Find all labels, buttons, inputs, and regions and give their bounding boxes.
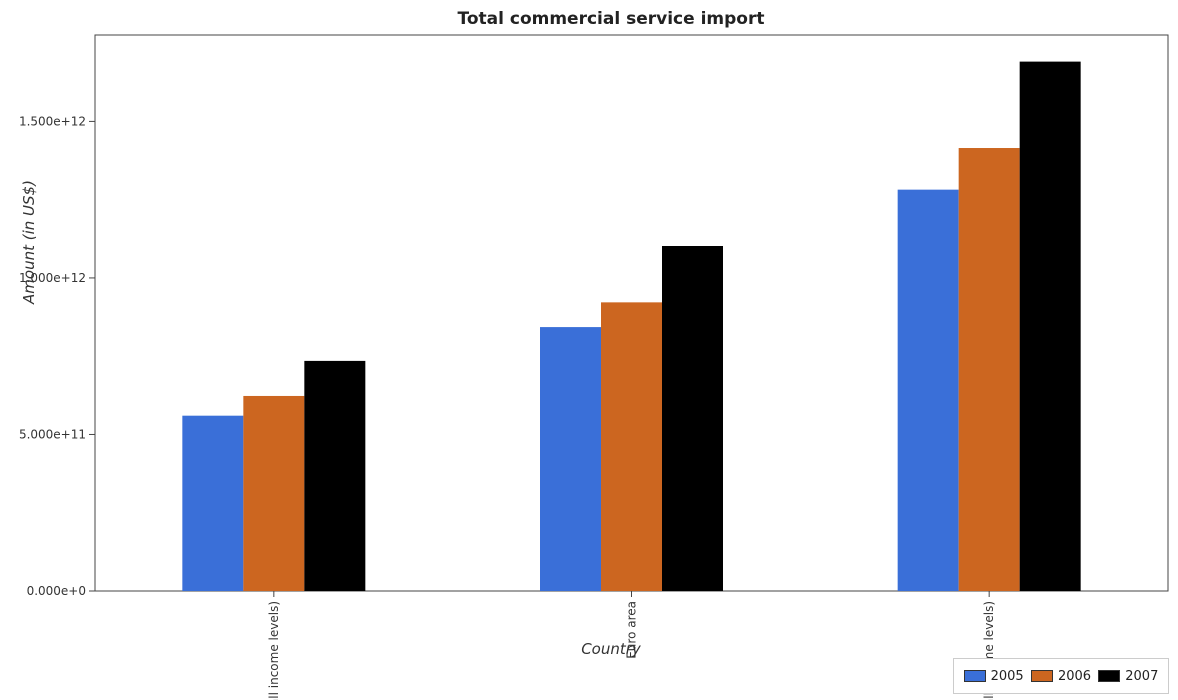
bar-2007 — [662, 246, 723, 591]
legend-label-2005: 2005 — [990, 668, 1024, 684]
bar-2006 — [601, 302, 662, 591]
legend-label-2007: 2007 — [1125, 668, 1159, 684]
bar-2005 — [182, 415, 244, 591]
x-tick-label: East Asia (all income levels) — [267, 601, 281, 700]
plot-area: 0.000e+0 5.000e+11 1.000e+12 1.500e+12 East … — [19, 34, 1169, 700]
bar-2005 — [540, 327, 601, 591]
legend-item-2007: 2007 — [1098, 669, 1158, 684]
y-tick-label: 5.000e+11 — [19, 427, 86, 441]
legend-swatch-2007 — [1098, 670, 1121, 682]
bar-2006 — [958, 148, 1020, 592]
x-axis-label: Country — [581, 640, 642, 658]
y-tick-label: 1.000e+12 — [19, 271, 86, 285]
y-tick-label: 0.000e+0 — [27, 584, 86, 598]
legend-item-2006: 2006 — [1030, 668, 1092, 684]
legend: 2005 2006 2007 — [953, 658, 1169, 694]
legend-item-2005: 2005 — [963, 668, 1024, 684]
y-tick-label: 1.500e+12 — [19, 114, 86, 128]
bar-2005 — [897, 189, 959, 592]
legend-swatch-2006 — [1030, 670, 1053, 682]
bar-2007 — [304, 360, 366, 591]
y-axis-label: Amount (in US$) — [20, 180, 38, 305]
bar-2007 — [1019, 61, 1081, 592]
legend-swatch-2005 — [963, 670, 986, 682]
legend-label-2006: 2006 — [1057, 668, 1092, 684]
bar-2006 — [243, 395, 305, 591]
chart-title: Total commercial service import — [458, 9, 765, 29]
x-tick-label: Euro area — [625, 601, 639, 659]
